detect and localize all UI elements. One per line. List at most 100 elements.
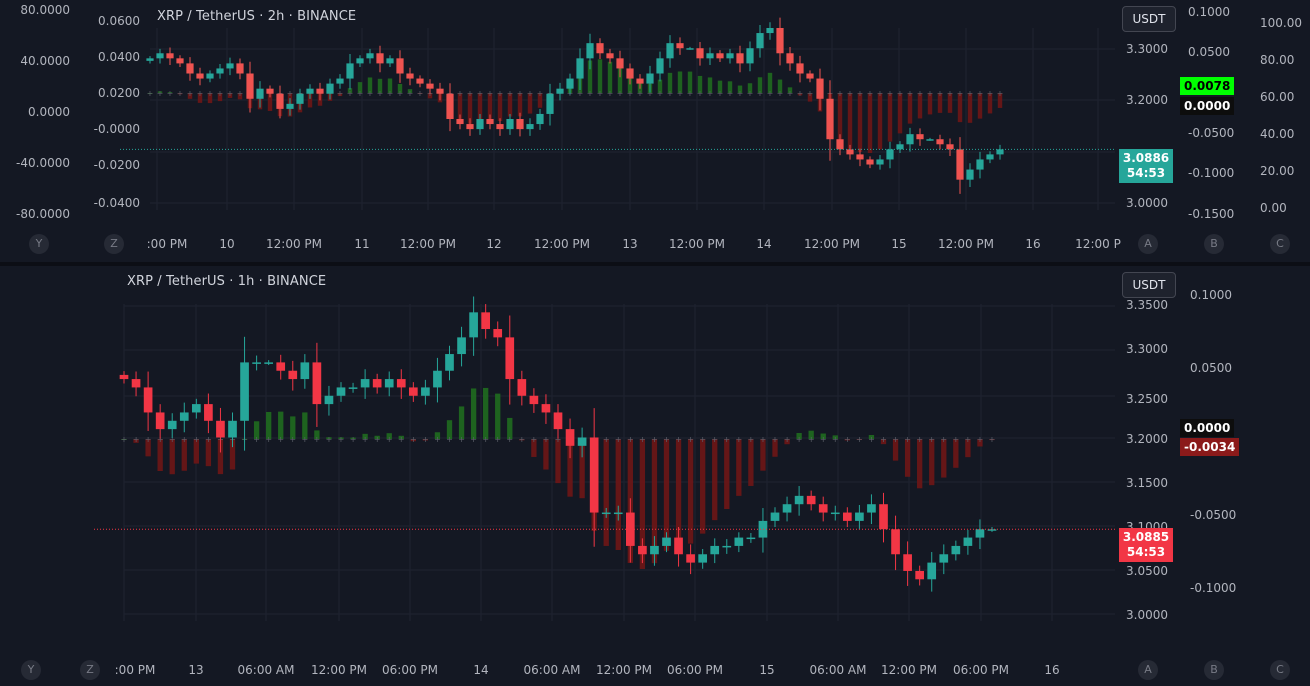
zero-marker: + [458, 435, 465, 444]
top-chart-canvas[interactable]: + + + + + + + + + + + + + + + + + + + + + + + + + + + + + + + + + + + + + + + +… [0, 0, 1310, 262]
zero-marker: + [651, 435, 658, 444]
candle-body [565, 429, 575, 446]
axis-button-a[interactable]: A [1138, 660, 1158, 680]
zero-marker: + [506, 435, 513, 444]
histogram-bar [777, 79, 783, 93]
candle-body [939, 554, 949, 563]
axis-button-c[interactable]: C [1270, 234, 1290, 254]
left-axis-label: -0.0200 [93, 158, 140, 172]
zero-marker: + [367, 89, 374, 98]
candle-body [903, 554, 912, 571]
histogram-bar [977, 439, 983, 447]
axis-button-b[interactable]: B [1204, 234, 1224, 254]
candle-body [155, 412, 165, 430]
axis-button-b[interactable]: B [1204, 660, 1224, 680]
histogram-bar [307, 93, 313, 108]
left-axis-label: 0.0400 [98, 50, 140, 64]
bottom-chart-canvas[interactable]: + + + + + + + + + + + + + + + + + + + + + + + + + + + + + + + + + + + + + + + +… [0, 266, 1310, 686]
histogram-bar [639, 439, 646, 569]
zero-marker: + [487, 89, 494, 98]
histogram-bar [868, 434, 875, 439]
candle-body [951, 545, 961, 555]
histogram-bar [147, 93, 153, 94]
axis-button-c[interactable]: C [1270, 660, 1290, 680]
zero-marker: + [467, 89, 474, 98]
zero-marker: + [157, 435, 164, 444]
candle-body [553, 412, 563, 430]
histogram-bar [657, 79, 663, 93]
currency-button[interactable]: USDT [1122, 6, 1176, 32]
histogram-bar [997, 93, 1003, 108]
far-right-axis-label: 60.00 [1260, 90, 1295, 104]
left-axis-label: 0.0000 [28, 105, 70, 119]
candle-body [726, 53, 734, 59]
time-axis-label: 15 [891, 237, 907, 251]
candle-body [421, 387, 430, 396]
candle-body [446, 93, 454, 119]
histogram-bar [495, 393, 501, 439]
zero-marker: + [398, 435, 405, 444]
oscillator-axis-label: -0.0500 [1190, 508, 1237, 522]
candle-body [433, 370, 442, 388]
zero-marker: + [820, 435, 827, 444]
time-axis-label: 06:00 PM [667, 663, 723, 677]
candle-body [306, 88, 314, 94]
candle-body [396, 379, 406, 388]
currency-button[interactable]: USDT [1122, 272, 1176, 298]
candle-body [842, 512, 852, 521]
candle-body [722, 545, 732, 548]
pane-separator[interactable] [0, 262, 1310, 266]
zero-marker: + [928, 435, 935, 444]
candle-body [396, 58, 404, 74]
zero-marker: + [374, 435, 381, 444]
histogram-bar [253, 421, 260, 439]
candle-body [746, 537, 756, 540]
zero-marker: + [757, 89, 764, 98]
top-chart-pane[interactable]: + + + + + + + + + + + + + + + + + + + + + + + + + + + + + + + + + + + + + + + +… [0, 0, 1310, 262]
axis-button-z[interactable]: Z [80, 660, 100, 680]
candle-body [156, 53, 164, 59]
histogram-bar [177, 93, 183, 95]
price-axis-label: 3.2000 [1126, 93, 1168, 107]
bottom-chart-title: XRP / TetherUS · 1h · BINANCE [127, 274, 327, 289]
zero-marker: + [857, 89, 864, 98]
far-right-axis-label: 40.00 [1260, 127, 1295, 141]
axis-button-y[interactable]: Y [29, 234, 49, 254]
candle-body [486, 119, 494, 125]
histogram-bar [446, 420, 453, 439]
zero-marker: + [989, 435, 996, 444]
histogram-bar [278, 411, 284, 439]
candle-body [300, 362, 310, 380]
candle-body [481, 312, 491, 330]
zero-marker: + [326, 435, 333, 444]
zero-marker: + [477, 89, 484, 98]
histogram-bar [470, 388, 477, 439]
histogram-bar [205, 439, 212, 467]
axis-button-a[interactable]: A [1138, 234, 1158, 254]
histogram-bar [757, 77, 763, 93]
bottom-chart-pane[interactable]: + + + + + + + + + + + + + + + + + + + + + + + + + + + + + + + + + + + + + + + +… [0, 266, 1310, 686]
candle-countdown: 54:53 [1126, 545, 1166, 559]
zero-marker: + [767, 89, 774, 98]
axis-button-y[interactable]: Y [21, 660, 41, 680]
zero-marker: + [145, 435, 152, 444]
time-axis-label: 12:00 PM [804, 237, 860, 251]
time-axis-label: 12:00 PM [400, 237, 456, 251]
zero-marker: + [916, 435, 923, 444]
candle-body [936, 139, 944, 145]
histogram-bar [700, 439, 706, 534]
last-price-tag: 3.0885 54:53 [1119, 528, 1173, 562]
zero-marker: + [133, 435, 140, 444]
histogram-bar [157, 91, 163, 93]
axis-button-z[interactable]: Z [104, 234, 124, 254]
zero-marker: + [577, 89, 584, 98]
candle-body [746, 48, 754, 64]
candle-body [916, 134, 924, 140]
zero-marker: + [301, 435, 308, 444]
time-axis-label: 13 [188, 663, 204, 677]
oscillator-axis-label: 0.1000 [1190, 288, 1232, 302]
histogram-bar [527, 93, 533, 114]
histogram-bar [697, 75, 703, 93]
candle-body [625, 512, 635, 546]
zero-marker: + [410, 435, 417, 444]
